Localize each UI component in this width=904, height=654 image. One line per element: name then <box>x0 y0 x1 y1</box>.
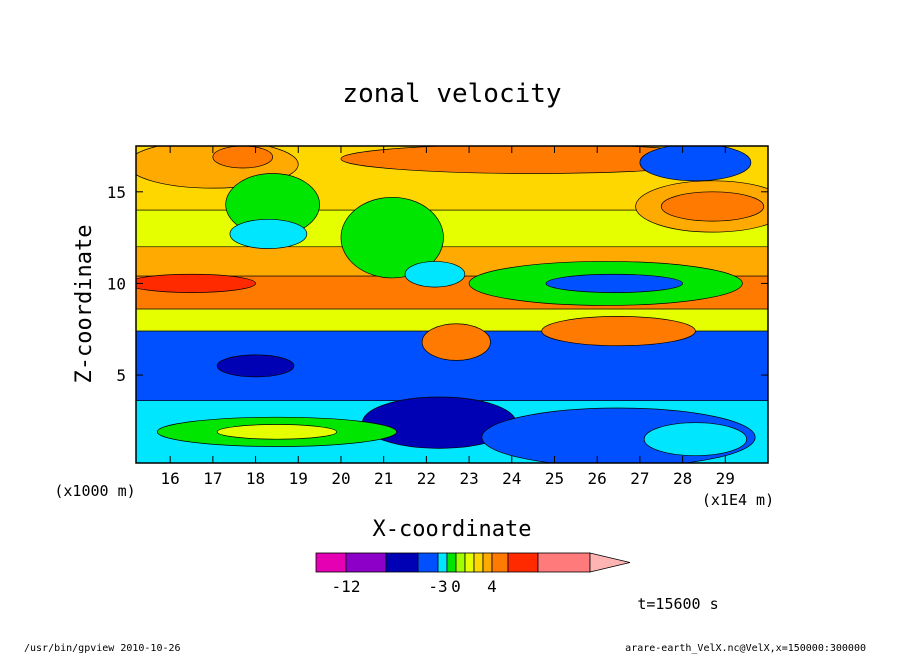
colorbar-swatch-3 <box>417 552 439 573</box>
x-tick-label-23: 23 <box>459 469 478 488</box>
colorbar-swatch-8 <box>473 552 484 573</box>
velocity-feature-12 <box>136 273 256 293</box>
plot-area <box>136 146 768 463</box>
velocity-feature-20 <box>643 422 747 457</box>
colorbar-tick-label-1: -3 <box>428 577 447 596</box>
velocity-feature-1 <box>212 146 273 169</box>
velocity-feature-14 <box>541 316 696 347</box>
x-axis: 16 17 18 19 20 21 22 23 24 25 26 27 28 29 <box>161 146 735 488</box>
footer-right: arare-earth_VelX.nc@VelX,x=150000:300000 <box>625 643 866 654</box>
y-tick-label-5: 5 <box>116 366 126 385</box>
colorbar-swatch-4 <box>437 552 448 573</box>
x-tick-label-19: 19 <box>289 469 308 488</box>
y-tick-label-10: 10 <box>107 274 126 293</box>
velocity-features <box>136 146 768 463</box>
colorbar-tick-label-3: 4 <box>487 577 497 596</box>
chart-title: zonal velocity <box>342 79 561 109</box>
velocity-feature-3 <box>639 146 752 182</box>
x-tick-label-27: 27 <box>630 469 649 488</box>
time-label: t=15600 s <box>637 595 718 613</box>
colorbar-swatch-9 <box>482 552 493 573</box>
y-tick-label-15: 15 <box>107 183 126 202</box>
colorbar-swatch-0 <box>315 552 347 573</box>
x-tick-label-25: 25 <box>545 469 564 488</box>
colorbar-extension <box>589 552 631 573</box>
x-tick-label-22: 22 <box>417 469 436 488</box>
velocity-feature-5 <box>660 191 765 222</box>
plot-frame <box>135 145 769 464</box>
x-tick-label-28: 28 <box>673 469 692 488</box>
x-tick-label-29: 29 <box>716 469 735 488</box>
colorbar-swatch-5 <box>446 552 457 573</box>
colorbar-ticks: -12 -3 0 4 <box>332 577 497 596</box>
velocity-feature-8 <box>340 196 444 279</box>
x-tick-label-18: 18 <box>246 469 265 488</box>
velocity-feature-9 <box>404 261 466 288</box>
x-tick-label-24: 24 <box>502 469 521 488</box>
y-axis: 5 10 15 <box>107 183 768 385</box>
x-tick-label-20: 20 <box>331 469 350 488</box>
velocity-feature-18 <box>216 424 338 440</box>
x-tick-label-21: 21 <box>374 469 393 488</box>
colorbar-swatch-1 <box>345 552 387 573</box>
colorbar <box>315 552 631 573</box>
y-axis-unit: (x1000 m) <box>54 482 135 500</box>
x-axis-unit: (x1E4 m) <box>702 491 774 509</box>
colorbar-swatch-11 <box>507 552 539 573</box>
x-tick-label-26: 26 <box>588 469 607 488</box>
footer-left: /usr/bin/gpview 2010-10-26 <box>24 643 181 654</box>
velocity-feature-11 <box>545 273 683 293</box>
colorbar-swatch-6 <box>455 552 466 573</box>
velocity-feature-7 <box>229 218 308 249</box>
colorbar-swatch-2 <box>385 552 419 573</box>
x-axis-label: X-coordinate <box>373 517 532 542</box>
colorbar-tick-label-0: -12 <box>332 577 361 596</box>
y-axis-label: Z-coordinate <box>72 225 97 384</box>
velocity-feature-13 <box>421 323 491 361</box>
colorbar-swatch-7 <box>464 552 475 573</box>
velocity-feature-15 <box>216 354 295 378</box>
colorbar-swatch-12 <box>537 552 591 573</box>
x-tick-label-16: 16 <box>161 469 180 488</box>
x-tick-label-17: 17 <box>203 469 222 488</box>
colorbar-swatch-10 <box>491 552 509 573</box>
colorbar-tick-label-2: 0 <box>451 577 461 596</box>
